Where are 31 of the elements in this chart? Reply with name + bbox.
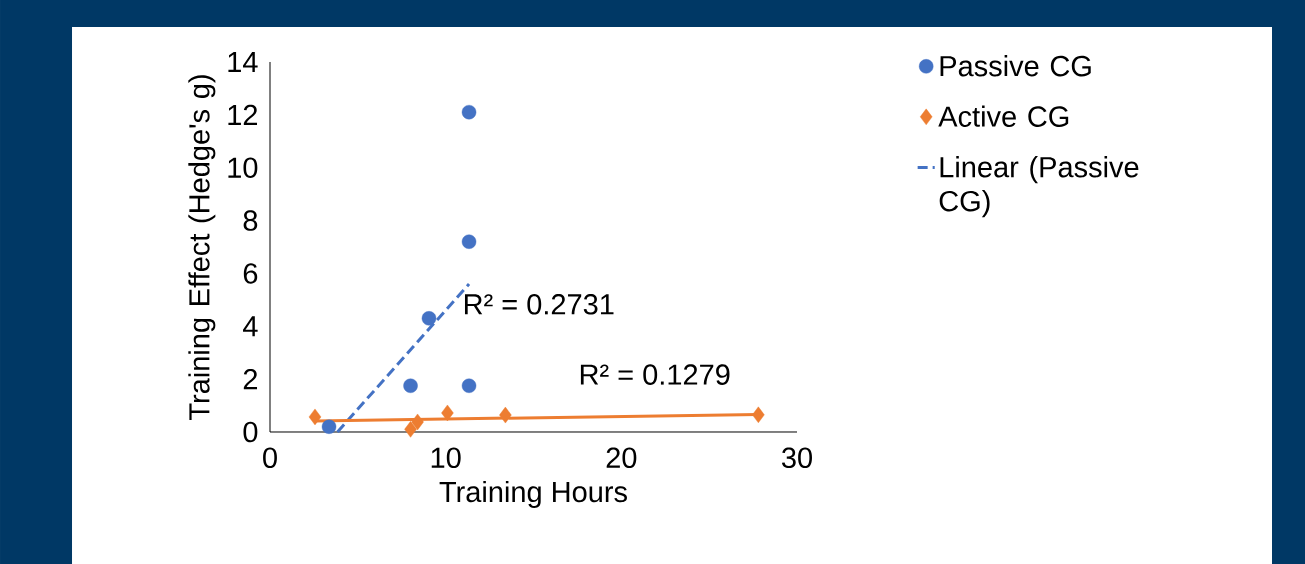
x-tick-label: 0 <box>263 447 277 469</box>
y-tick-label: 4 <box>243 316 258 337</box>
point <box>308 408 322 426</box>
point <box>411 413 424 431</box>
x-tick-label: 20 <box>606 447 637 469</box>
point <box>461 234 477 249</box>
legend-label: Active CG <box>938 105 1069 127</box>
legend-label: Linear (Passive CG) <box>939 156 1139 218</box>
point <box>499 406 512 424</box>
y-tick-label: 14 <box>228 52 258 72</box>
point <box>404 421 417 438</box>
y-tick-label: 12 <box>228 104 258 125</box>
point <box>461 378 477 393</box>
legend-label: Passive CG <box>940 55 1091 77</box>
annotation: R² = 0.1279 <box>580 364 730 385</box>
y-tick-label: 10 <box>228 157 258 178</box>
y-tick-label: 8 <box>243 210 258 231</box>
point <box>461 105 477 120</box>
y-tick-label: 6 <box>243 263 258 284</box>
point <box>403 378 418 393</box>
x-axis-title: Training Hours <box>439 480 627 508</box>
point <box>752 406 765 424</box>
annotation: R² = 0.2731 <box>464 294 614 315</box>
y-axis-title: Training Effect (Hedge's g) <box>188 75 216 420</box>
point <box>441 404 454 422</box>
point <box>421 311 437 326</box>
x-tick-label: 10 <box>431 447 461 469</box>
y-tick-label: 0 <box>243 421 258 443</box>
point <box>321 419 337 434</box>
y-tick-label: 2 <box>243 369 258 390</box>
x-tick-label: 30 <box>781 447 812 469</box>
